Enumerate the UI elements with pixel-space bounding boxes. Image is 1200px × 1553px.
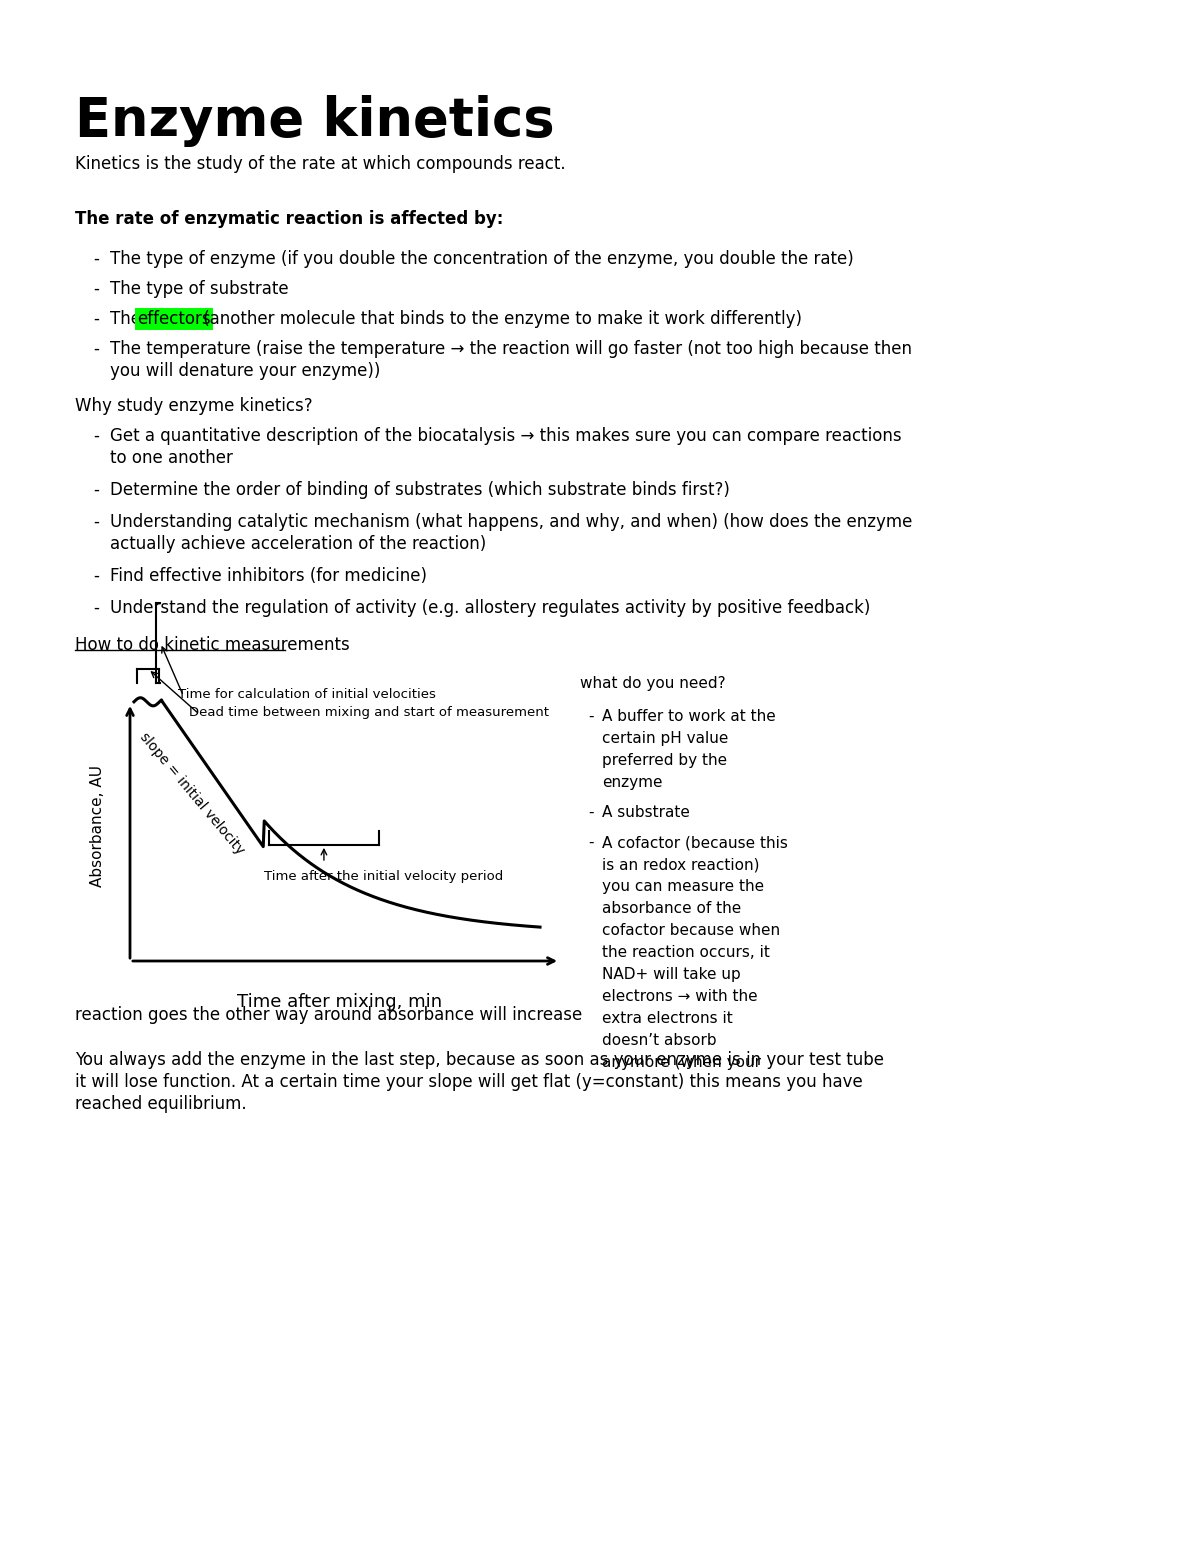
Text: you will denature your enzyme)): you will denature your enzyme)) xyxy=(110,362,380,380)
Text: Determine the order of binding of substrates (which substrate binds first?): Determine the order of binding of substr… xyxy=(110,481,730,499)
Text: what do you need?: what do you need? xyxy=(580,676,726,691)
Text: -: - xyxy=(94,599,98,617)
Text: NAD+ will take up: NAD+ will take up xyxy=(602,968,740,981)
Text: -: - xyxy=(588,710,594,724)
Text: reached equilibrium.: reached equilibrium. xyxy=(74,1095,247,1114)
Text: Understand the regulation of activity (e.g. allostery regulates activity by posi: Understand the regulation of activity (e… xyxy=(110,599,870,617)
Text: -: - xyxy=(94,311,98,328)
Text: A buffer to work at the: A buffer to work at the xyxy=(602,710,775,724)
Text: reaction goes the other way around absorbance will increase: reaction goes the other way around absor… xyxy=(74,1006,582,1023)
Text: Kinetics is the study of the rate at which compounds react.: Kinetics is the study of the rate at whi… xyxy=(74,155,565,172)
Text: Absorbance, AU: Absorbance, AU xyxy=(90,766,106,887)
Text: Enzyme kinetics: Enzyme kinetics xyxy=(74,95,554,148)
Text: -: - xyxy=(94,481,98,499)
Text: -: - xyxy=(588,836,594,849)
Text: the reaction occurs, it: the reaction occurs, it xyxy=(602,944,770,960)
Text: A substrate: A substrate xyxy=(602,804,690,820)
Text: it will lose function. At a certain time your slope will get flat (y=constant) t: it will lose function. At a certain time… xyxy=(74,1073,863,1092)
Text: doesn’t absorb: doesn’t absorb xyxy=(602,1033,716,1048)
Text: extra electrons it: extra electrons it xyxy=(602,1011,733,1027)
Text: absorbance of the: absorbance of the xyxy=(602,901,742,916)
Text: -: - xyxy=(94,427,98,446)
Text: Understanding catalytic mechanism (what happens, and why, and when) (how does th: Understanding catalytic mechanism (what … xyxy=(110,512,912,531)
Text: -: - xyxy=(94,280,98,298)
Text: -: - xyxy=(94,340,98,359)
Text: The temperature (raise the temperature → the reaction will go faster (not too hi: The temperature (raise the temperature →… xyxy=(110,340,912,359)
Text: electrons → with the: electrons → with the xyxy=(602,989,757,1003)
Text: actually achieve acceleration of the reaction): actually achieve acceleration of the rea… xyxy=(110,534,486,553)
Text: to one another: to one another xyxy=(110,449,233,467)
Text: enzyme: enzyme xyxy=(602,775,662,790)
Text: A cofactor (because this: A cofactor (because this xyxy=(602,836,788,849)
Text: effectors: effectors xyxy=(137,311,211,328)
Text: is an redox reaction): is an redox reaction) xyxy=(602,857,760,871)
Text: -: - xyxy=(94,250,98,269)
Text: certain pH value: certain pH value xyxy=(602,731,728,745)
Text: You always add the enzyme in the last step, because as soon as your enzyme is in: You always add the enzyme in the last st… xyxy=(74,1051,884,1068)
Text: -: - xyxy=(588,804,594,820)
Text: slope = initial velocity: slope = initial velocity xyxy=(137,730,247,857)
Text: Time after the initial velocity period: Time after the initial velocity period xyxy=(264,870,503,884)
Text: (another molecule that binds to the enzyme to make it work differently): (another molecule that binds to the enzy… xyxy=(198,311,803,328)
Text: preferred by the: preferred by the xyxy=(602,753,727,769)
Text: Time for calculation of initial velocities: Time for calculation of initial velociti… xyxy=(179,688,437,700)
Text: How to do kinetic measurements: How to do kinetic measurements xyxy=(74,637,349,654)
Text: -: - xyxy=(94,512,98,531)
Text: Dead time between mixing and start of measurement: Dead time between mixing and start of me… xyxy=(190,707,550,719)
Text: you can measure the: you can measure the xyxy=(602,879,764,895)
Text: cofactor because when: cofactor because when xyxy=(602,922,780,938)
Text: Time after mixing, min: Time after mixing, min xyxy=(238,992,443,1011)
Text: The type of substrate: The type of substrate xyxy=(110,280,289,298)
Text: Find effective inhibitors (for medicine): Find effective inhibitors (for medicine) xyxy=(110,567,427,585)
Text: The rate of enzymatic reaction is affected by:: The rate of enzymatic reaction is affect… xyxy=(74,210,503,228)
Text: The type of enzyme (if you double the concentration of the enzyme, you double th: The type of enzyme (if you double the co… xyxy=(110,250,853,269)
Text: Why study enzyme kinetics?: Why study enzyme kinetics? xyxy=(74,398,313,415)
Text: The: The xyxy=(110,311,146,328)
Text: -: - xyxy=(94,567,98,585)
Text: Get a quantitative description of the biocatalysis → this makes sure you can com: Get a quantitative description of the bi… xyxy=(110,427,901,446)
Text: anymore (when your: anymore (when your xyxy=(602,1054,761,1070)
